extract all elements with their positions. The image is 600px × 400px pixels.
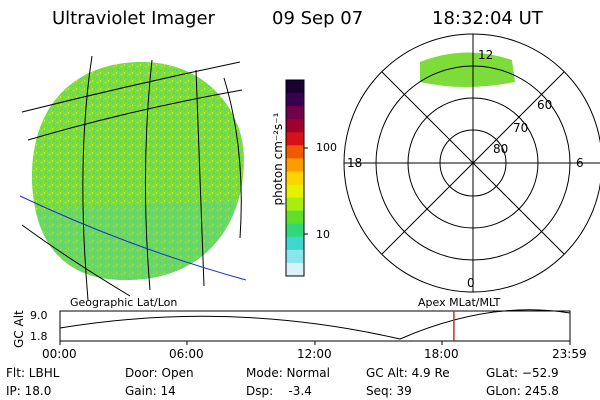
status-gain: Gain: 14: [125, 384, 176, 398]
status-mode: Mode: Normal: [246, 366, 330, 380]
instrument-title: Ultraviolet Imager: [52, 8, 215, 29]
colorbar-segment: [286, 132, 304, 146]
colorbar-segment: [286, 236, 304, 251]
polar-plot: [343, 33, 600, 293]
colorbar-segment: [286, 249, 304, 264]
altitude-curve: [59, 309, 571, 340]
polar-oval-image: [420, 52, 515, 87]
lat-lon-grid: [21, 55, 243, 301]
time-label: 18:32:04 UT: [432, 8, 543, 29]
timeline-frame: [59, 310, 571, 342]
status-glat: GLat: −52.9: [486, 366, 559, 380]
colorbar-segment: [286, 119, 304, 133]
mlt-label-6: 6: [576, 156, 584, 170]
colorbar-segment: [286, 93, 304, 107]
colorbar-segment: [286, 210, 304, 225]
timeline-ytick-max: 9.0: [30, 309, 48, 322]
date-label: 09 Sep 07: [272, 8, 364, 29]
lat-label-80: 80: [493, 142, 509, 156]
geographic-caption: Geographic Lat/Lon: [70, 296, 178, 309]
timeline-ytick-min: 1.8: [30, 330, 48, 343]
timeline-xtick-4: 23:59: [552, 347, 587, 361]
timeline-xtick-0: 00:00: [42, 347, 77, 361]
uv-disc-image: [31, 61, 245, 281]
colorbar-segment: [286, 106, 304, 120]
colorbar-segment: [286, 171, 304, 186]
colorbar-segment: [286, 223, 304, 238]
status-glon: GLon: 245.8: [486, 384, 559, 398]
colorbar-label-100: 100: [316, 141, 337, 154]
colorbar-segment: [286, 184, 304, 199]
timeline-plot: [59, 309, 571, 345]
colorbar-frame: [285, 79, 305, 277]
apex-caption: Apex MLat/MLT: [418, 296, 501, 309]
lat-label-70: 70: [513, 121, 529, 135]
status-gc-alt: GC Alt: 4.9 Re: [366, 366, 450, 380]
timeline-xtick-1: 06:00: [169, 347, 204, 361]
timeline-xtick-3: 18:00: [424, 347, 459, 361]
timeline-xtick-2: 12:00: [297, 347, 332, 361]
status-door: Door: Open: [125, 366, 194, 380]
status-seq: Seq: 39: [366, 384, 412, 398]
lat-label-60: 60: [537, 98, 553, 112]
polar-diagonal-2: [381, 71, 565, 255]
mlt-label-18: 18: [347, 156, 363, 170]
colorbar-segment: [286, 145, 304, 159]
terminator-line: [19, 195, 247, 281]
status-filter: Flt: LBHL: [6, 366, 60, 380]
timeline-ylabel: GC Alt: [12, 310, 26, 348]
colorbar-segment: [286, 80, 304, 94]
mlt-label-0: 0: [467, 276, 475, 290]
mlt-label-12: 12: [478, 48, 494, 62]
colorbar-segment: [286, 158, 304, 172]
status-dsp: Dsp: -3.4: [246, 384, 312, 398]
colorbar-unit-label: photon cm⁻²s⁻¹: [271, 112, 285, 206]
status-ip: IP: 18.0: [6, 384, 52, 398]
colorbar-label-10: 10: [316, 228, 330, 241]
colorbar: [286, 80, 304, 277]
colorbar-segment: [286, 262, 304, 277]
colorbar-segment: [286, 197, 304, 212]
